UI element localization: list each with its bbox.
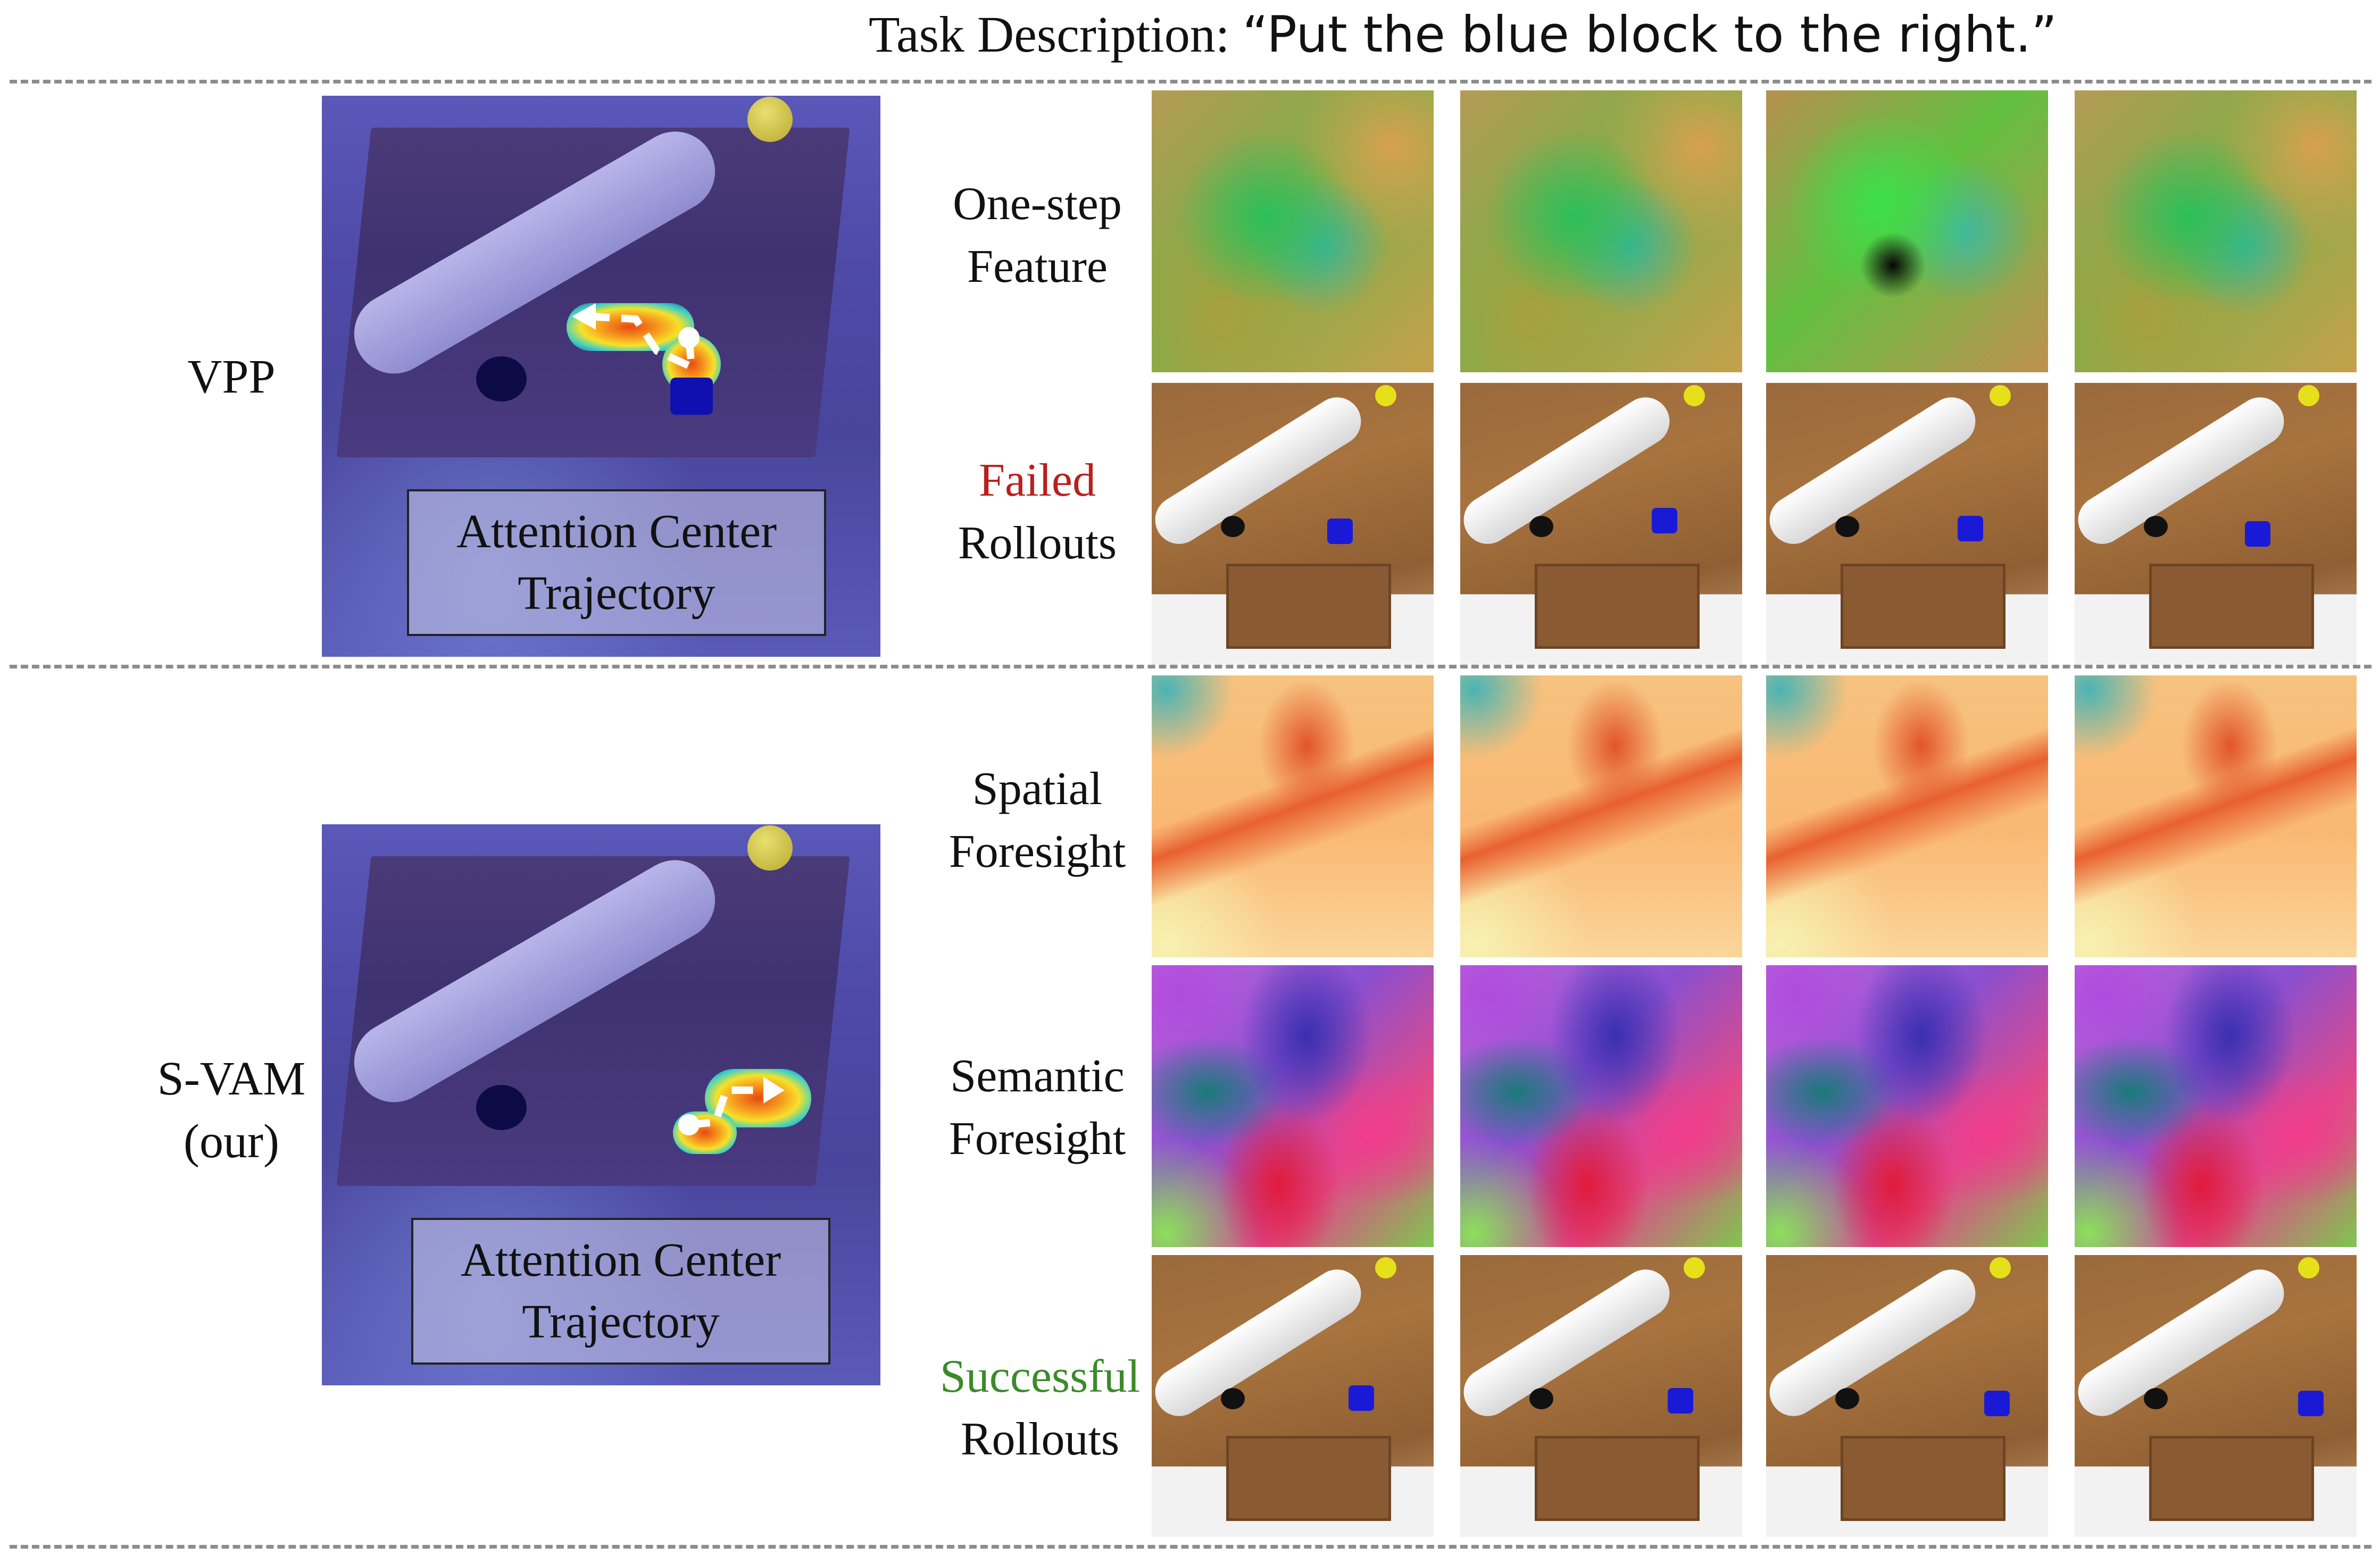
row-label-line2: Feature [967, 241, 1108, 292]
table-hole [1529, 1388, 1553, 1409]
semantic-foresight-tile-3 [1766, 965, 2048, 1247]
blue-block [2298, 1391, 2324, 1416]
task-prefix: Task Description: [869, 6, 1243, 63]
row-label-line1: Spatial [972, 763, 1103, 815]
separator-top [10, 80, 2371, 83]
yellow-ball [1990, 1257, 2011, 1278]
spatial-foresight-tile-2 [1460, 675, 1742, 957]
drawer [1841, 564, 2005, 649]
drawer [1535, 1436, 1700, 1521]
drawer [1226, 564, 1391, 649]
drawer [2149, 1436, 2314, 1521]
feature-tile-2 [1460, 90, 1742, 372]
yellow-ball [747, 97, 793, 142]
separator-middle [10, 665, 2371, 668]
task-quote: “Put the blue block to the right.” [1242, 6, 2057, 64]
row-label-line1: One-step [953, 178, 1122, 230]
robot-arm-shape [1766, 1260, 1985, 1425]
success-rollout-frame-4 [2075, 1255, 2357, 1537]
table-hole [1835, 516, 1859, 537]
row-label-successful-rollouts: Successful Rollouts [904, 1345, 1176, 1471]
yellow-ball [2298, 1257, 2319, 1278]
row-label-line1: Semantic [950, 1050, 1125, 1102]
attention-caption-svam: Attention Center Trajectory [411, 1218, 830, 1365]
trajectory-arrow [678, 1077, 785, 1135]
caption-line2: Trajectory [522, 1295, 720, 1348]
spatial-foresight-tile-3 [1766, 675, 2048, 957]
yellow-ball [1684, 385, 1705, 406]
semantic-foresight-tile-2 [1460, 965, 1742, 1247]
method-label-svam-line1: S-VAM [157, 1052, 306, 1105]
table-hole [2144, 1388, 2168, 1409]
yellow-ball [747, 825, 793, 871]
method-label-svam: S-VAM (our) [117, 1048, 346, 1173]
blue-block [1958, 516, 1983, 541]
row-label-semantic-foresight: Semantic Foresight [910, 1045, 1165, 1171]
spatial-foresight-tile-4 [2075, 675, 2357, 957]
table-hole [476, 1085, 527, 1130]
table-hole [1221, 1388, 1245, 1409]
table-hole [1221, 516, 1245, 537]
blue-block [1652, 508, 1677, 533]
semantic-foresight-tile-1 [1152, 965, 1434, 1247]
robot-arm-shape [1152, 1260, 1370, 1425]
table-hole [2144, 516, 2168, 537]
method-label-vpp-text: VPP [187, 350, 276, 403]
caption-line2: Trajectory [518, 567, 715, 620]
rollout-frame-3 [1766, 383, 2048, 665]
row-label-failed: Failed [979, 455, 1096, 506]
rollout-frame-4 [2075, 383, 2357, 665]
row-label-spatial-foresight: Spatial Foresight [910, 758, 1165, 883]
yellow-ball [1375, 385, 1396, 406]
attention-caption-vpp: Attention Center Trajectory [407, 489, 826, 636]
blue-block [1668, 1388, 1693, 1414]
success-rollout-frame-1 [1152, 1255, 1434, 1537]
drawer [1841, 1436, 2005, 1521]
semantic-foresight-tile-4 [2075, 965, 2357, 1247]
drawer [1226, 1436, 1391, 1521]
row-label-line2: Foresight [948, 826, 1126, 877]
row-label-line2: Rollouts [958, 517, 1117, 569]
attention-map-vpp: Attention Center Trajectory [322, 96, 880, 657]
yellow-ball [1990, 385, 2011, 406]
drawer [1535, 564, 1700, 649]
table-hole [1529, 516, 1553, 537]
feature-tile-4 [2075, 90, 2357, 372]
table-hole [476, 356, 527, 402]
drawer [2149, 564, 2314, 649]
caption-line1: Attention Center [460, 1234, 781, 1286]
robot-arm-shape [1460, 388, 1679, 553]
robot-arm-shape [1766, 388, 1985, 553]
feature-tile-1 [1152, 90, 1434, 372]
rollout-frame-2 [1460, 383, 1742, 665]
feature-tile-3 [1766, 90, 2048, 372]
caption-line1: Attention Center [456, 505, 777, 558]
row-label-one-step-feature: One-step Feature [910, 173, 1165, 298]
blue-block [1349, 1385, 1374, 1411]
yellow-ball [1375, 1257, 1396, 1278]
yellow-ball [1684, 1257, 1705, 1278]
blue-block [1984, 1391, 2010, 1416]
attention-map-svam: Attention Center Trajectory [322, 824, 880, 1385]
row-label-successful: Successful [939, 1351, 1141, 1402]
yellow-ball [2298, 385, 2319, 406]
blue-block [2245, 521, 2270, 547]
success-rollout-frame-2 [1460, 1255, 1742, 1537]
row-label-line2: Rollouts [960, 1414, 1120, 1465]
blue-block [1327, 519, 1353, 544]
rollout-frame-1 [1152, 383, 1434, 665]
task-description: Task Description: “Put the blue block to… [692, 5, 2234, 64]
success-rollout-frame-3 [1766, 1255, 2048, 1537]
row-label-line2: Foresight [948, 1113, 1126, 1165]
method-label-svam-line2: (our) [184, 1115, 279, 1168]
robot-arm-shape [1460, 1260, 1679, 1425]
row-label-failed-rollouts: Failed Rollouts [910, 449, 1165, 575]
trajectory-arrow [572, 303, 700, 373]
robot-arm-shape [2075, 1260, 2293, 1425]
separator-bottom [10, 1545, 2371, 1549]
blue-block [670, 378, 713, 415]
spatial-foresight-tile-1 [1152, 675, 1434, 957]
method-label-vpp: VPP [117, 346, 346, 408]
table-hole [1835, 1388, 1859, 1409]
